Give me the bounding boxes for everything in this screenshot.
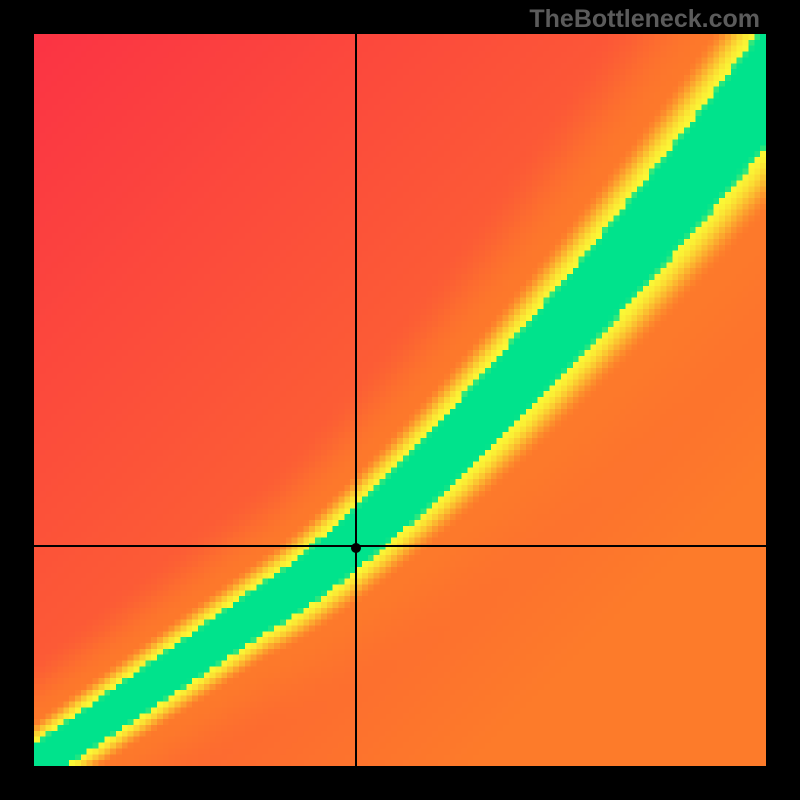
heatmap-canvas — [34, 34, 766, 766]
crosshair-vertical — [355, 34, 357, 766]
crosshair-horizontal — [34, 545, 766, 547]
marker-dot — [351, 543, 361, 553]
watermark-text: TheBottleneck.com — [529, 5, 760, 34]
plot-area — [34, 34, 766, 766]
